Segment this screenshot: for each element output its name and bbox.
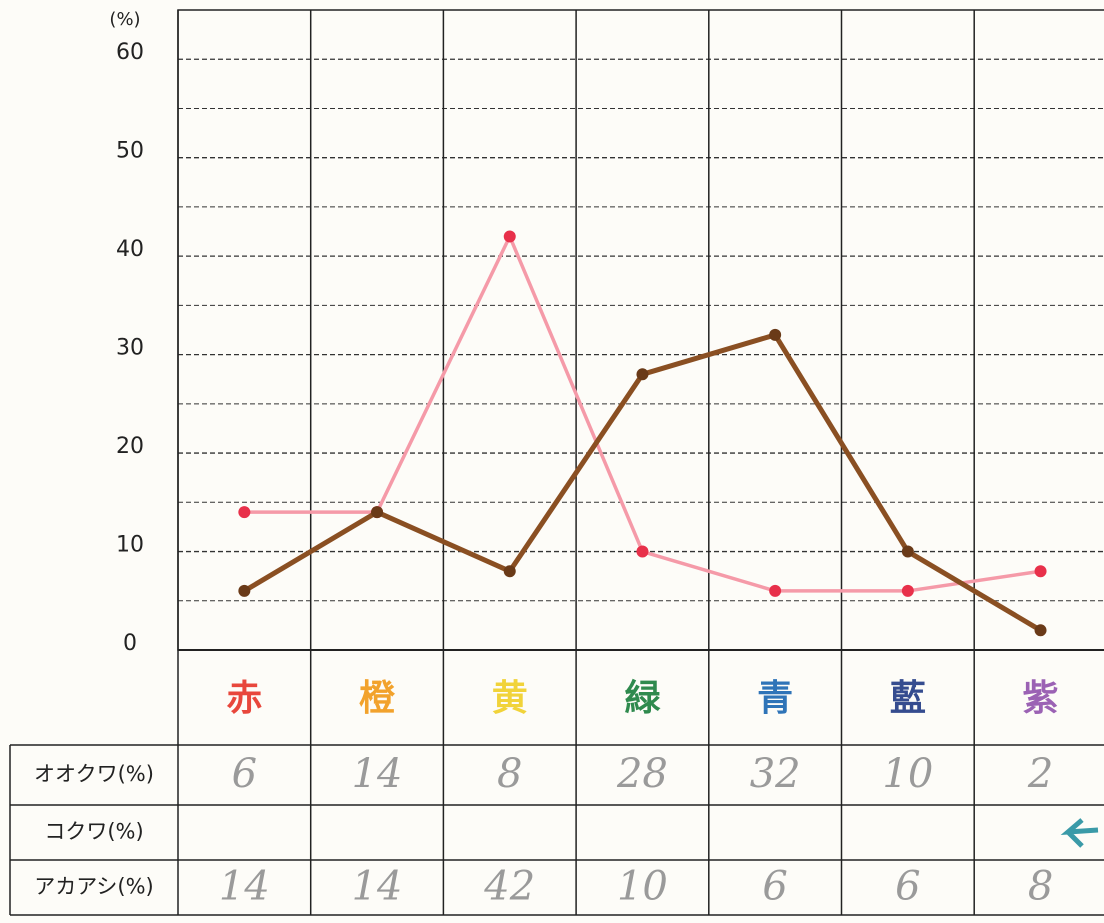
table-cell: 6 xyxy=(232,751,257,797)
y-axis-label: (%) xyxy=(109,9,140,30)
row-label: オオクワ(%) xyxy=(34,762,154,786)
table-cell: 42 xyxy=(483,864,535,910)
series-line xyxy=(244,234,1041,593)
x-tick-label: 橙 xyxy=(359,678,395,719)
y-tick-label: 40 xyxy=(116,237,144,262)
y-tick-label: 50 xyxy=(116,139,144,164)
y-tick-label: 10 xyxy=(116,533,144,558)
point xyxy=(503,565,516,578)
table-cell: 10 xyxy=(882,751,933,797)
table-cell: 14 xyxy=(352,864,403,910)
table-cell: 2 xyxy=(1027,751,1053,797)
table-cell: 10 xyxy=(617,864,668,910)
point xyxy=(1034,624,1047,637)
table-cell: 6 xyxy=(895,864,920,910)
table-cell: 14 xyxy=(352,751,403,797)
point xyxy=(769,328,782,341)
point xyxy=(901,584,914,597)
x-tick-label: 青 xyxy=(757,678,793,719)
y-tick-label: 60 xyxy=(116,40,144,65)
y-tick-label: 30 xyxy=(116,336,144,361)
point xyxy=(371,506,384,519)
point xyxy=(636,368,649,381)
table-cell: 32 xyxy=(750,751,801,797)
table-cell: 14 xyxy=(219,864,270,910)
table-cell: 8 xyxy=(1028,864,1053,910)
point xyxy=(238,506,251,519)
x-tick-label: 黄 xyxy=(492,678,528,719)
arrow xyxy=(1060,818,1099,848)
x-tick-label: 赤 xyxy=(226,678,262,719)
row-label: アカアシ(%) xyxy=(34,875,154,899)
table-cell: 28 xyxy=(616,751,668,797)
point xyxy=(901,545,914,558)
table-cell: 8 xyxy=(497,751,522,797)
x-tick-label: 緑 xyxy=(624,678,661,719)
row-label: コクワ(%) xyxy=(44,820,143,844)
point xyxy=(1034,565,1047,578)
y-tick-label: 20 xyxy=(116,434,144,459)
point xyxy=(503,230,516,243)
y-tick-label: 0 xyxy=(123,631,137,656)
table-cell: 6 xyxy=(762,864,787,910)
x-tick-label: 藍 xyxy=(890,678,926,719)
x-tick-label: 紫 xyxy=(1023,678,1059,719)
point xyxy=(238,584,251,597)
point xyxy=(636,545,649,558)
point xyxy=(769,584,782,597)
